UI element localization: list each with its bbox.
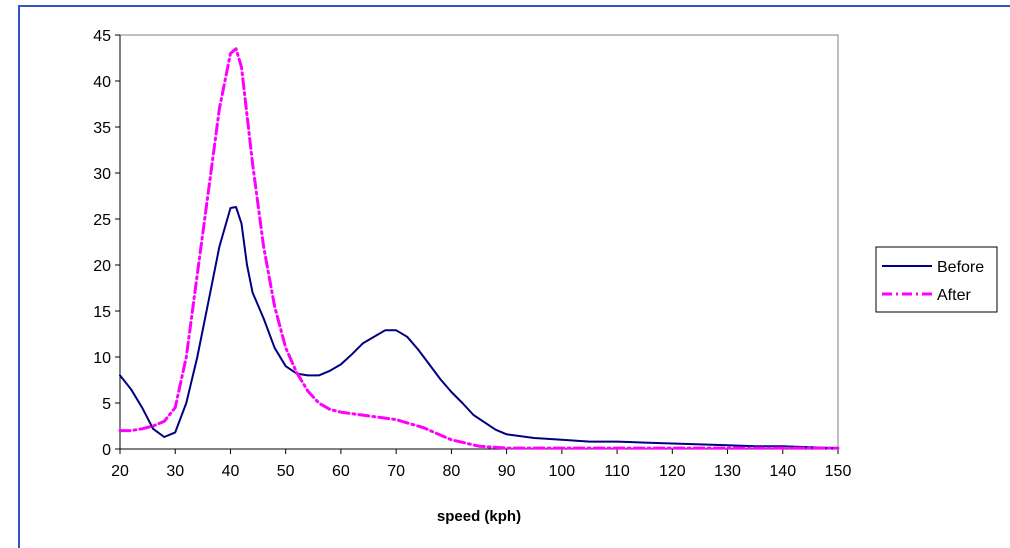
x-tick-label: 40 [222, 463, 240, 480]
x-tick-label: 150 [825, 463, 852, 480]
y-tick-label: 15 [93, 304, 111, 321]
legend-label-before: Before [937, 259, 984, 276]
chart-frame [18, 5, 1010, 548]
y-tick-label: 40 [93, 74, 111, 91]
legend-label-after: After [937, 287, 971, 304]
axes: 0 5 10 15 20 25 30 35 40 45 20 30 40 50 60 70 80 90 100 110… [93, 28, 851, 480]
legend: Before After [875, 246, 998, 313]
legend-box [875, 246, 998, 313]
x-tick-label: 120 [659, 463, 686, 480]
x-tick-label: 140 [769, 463, 796, 480]
x-tick-label: 50 [277, 463, 295, 480]
x-tick-label: 30 [166, 463, 184, 480]
x-tick-label: 110 [604, 463, 630, 480]
x-tick-label: 70 [387, 463, 405, 480]
plot-area [119, 34, 839, 450]
y-tick-label: 5 [102, 396, 111, 413]
x-tick-label: 100 [548, 463, 575, 480]
y-tick-label: 0 [102, 442, 111, 459]
series-line-before [119, 206, 839, 450]
x-tick-label: 80 [442, 463, 460, 480]
y-tick-label: 25 [93, 212, 111, 229]
y-tick-label: 30 [93, 166, 111, 183]
y-tick-label: 20 [93, 258, 111, 275]
x-tick-label: 90 [498, 463, 516, 480]
series-line-after [118, 47, 840, 450]
y-tick-label: 45 [93, 28, 111, 45]
x-tick-label: 20 [111, 463, 129, 480]
x-axis-label: speed (kph) [437, 508, 521, 525]
x-tick-label: 130 [714, 463, 741, 480]
y-tick-label: 10 [93, 350, 111, 367]
series-lines [118, 47, 840, 450]
x-tick-label: 60 [332, 463, 350, 480]
y-tick-label: 35 [93, 120, 111, 137]
